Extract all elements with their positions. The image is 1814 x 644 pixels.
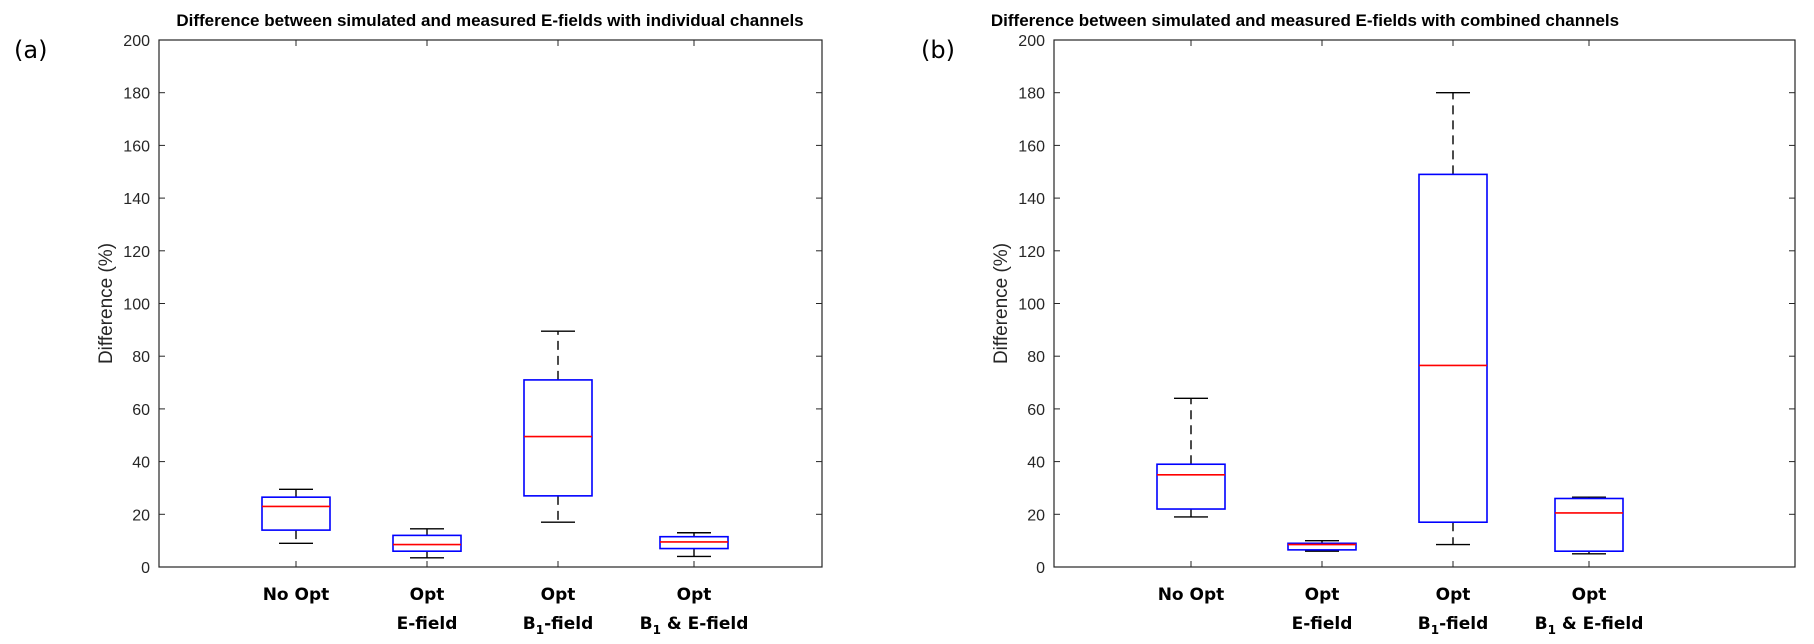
chart-title: Difference between simulated and measure… — [991, 11, 1619, 30]
axes-frame — [158, 39, 823, 568]
box-plot-3 — [1418, 91, 1488, 546]
panel-label: (a) — [14, 36, 47, 64]
box-plot-1 — [261, 488, 331, 544]
y-tick-label: 20 — [1027, 507, 1045, 524]
y-tick-label: 120 — [1018, 244, 1045, 261]
category-label-subscript: 1 — [1431, 623, 1439, 637]
category-label-line2: E-field — [397, 614, 458, 634]
box-plot-4 — [659, 532, 729, 558]
category-label-line1: Opt — [1305, 585, 1340, 605]
box-plot-1 — [1156, 397, 1226, 518]
y-tick-label: 100 — [1018, 297, 1045, 314]
category-label-line1: No Opt — [263, 585, 330, 605]
axes-frame — [1053, 39, 1796, 568]
box-iqr — [1418, 173, 1488, 524]
y-tick-label: 40 — [1027, 455, 1045, 472]
category-label-line1: Opt — [1436, 585, 1471, 605]
y-tick-label: 180 — [1018, 86, 1045, 103]
y-tick-label: 80 — [132, 349, 150, 366]
y-tick-label: 60 — [1027, 402, 1045, 419]
y-tick-label: 160 — [1018, 138, 1045, 155]
y-tick-label: 20 — [132, 507, 150, 524]
category-label-line2: B1-field — [1418, 614, 1489, 637]
category-label-part: E-field — [397, 614, 458, 634]
category-label-subscript: 1 — [1548, 623, 1556, 637]
box-iqr — [392, 534, 462, 552]
category-label-line1: Opt — [677, 585, 712, 605]
chart-panel-a: (a) Difference between simulated and meas… — [14, 11, 823, 637]
y-tick-label: 160 — [123, 138, 150, 155]
y-tick-label: 140 — [1018, 191, 1045, 208]
category-label-part: B — [640, 614, 653, 634]
category-label-rest: & E-field — [1556, 614, 1643, 634]
box-iqr — [1156, 463, 1226, 510]
y-tick-label: 0 — [1036, 560, 1045, 577]
box-iqr — [1287, 542, 1357, 551]
y-tick-label: 180 — [123, 86, 150, 103]
category-label-rest: & E-field — [661, 614, 748, 634]
y-axis-label: Difference (%) — [96, 243, 117, 364]
category-label-line1: Opt — [541, 585, 576, 605]
y-tick-label: 80 — [1027, 349, 1045, 366]
category-label-rest: -field — [544, 614, 593, 634]
y-tick-label: 120 — [123, 244, 150, 261]
y-tick-label: 140 — [123, 191, 150, 208]
box-plot-4 — [1554, 496, 1624, 555]
box-plot-3 — [523, 330, 593, 523]
chart-title: Difference between simulated and measure… — [176, 11, 803, 30]
category-label-part: B — [1535, 614, 1548, 634]
category-label-line2: B1 & E-field — [640, 614, 749, 637]
category-label-subscript: 1 — [536, 623, 544, 637]
y-tick-label: 200 — [123, 33, 150, 50]
y-axis-label: Difference (%) — [991, 243, 1012, 364]
y-tick-label: 60 — [132, 402, 150, 419]
box-plot-2 — [1287, 539, 1357, 552]
category-label-line1: No Opt — [1158, 585, 1225, 605]
category-label-line2: B1 & E-field — [1535, 614, 1644, 637]
category-label-part: B — [523, 614, 536, 634]
category-label-subscript: 1 — [653, 623, 661, 637]
chart-panel-b: (b) Difference between simulated and meas… — [921, 11, 1796, 637]
category-label-part: B — [1418, 614, 1431, 634]
y-tick-label: 0 — [141, 560, 150, 577]
box-plot-2 — [392, 528, 462, 559]
category-label-line1: Opt — [410, 585, 445, 605]
category-label-part: E-field — [1292, 614, 1353, 634]
y-tick-label: 100 — [123, 297, 150, 314]
box-iqr — [261, 496, 331, 531]
category-label-line1: Opt — [1572, 585, 1607, 605]
y-tick-label: 40 — [132, 455, 150, 472]
panel-label: (b) — [921, 36, 955, 64]
category-label-line2: E-field — [1292, 614, 1353, 634]
y-tick-label: 200 — [1018, 33, 1045, 50]
box-iqr — [523, 379, 593, 497]
category-label-rest: -field — [1439, 614, 1488, 634]
box-iqr — [1554, 497, 1624, 552]
category-label-line2: B1-field — [523, 614, 594, 637]
